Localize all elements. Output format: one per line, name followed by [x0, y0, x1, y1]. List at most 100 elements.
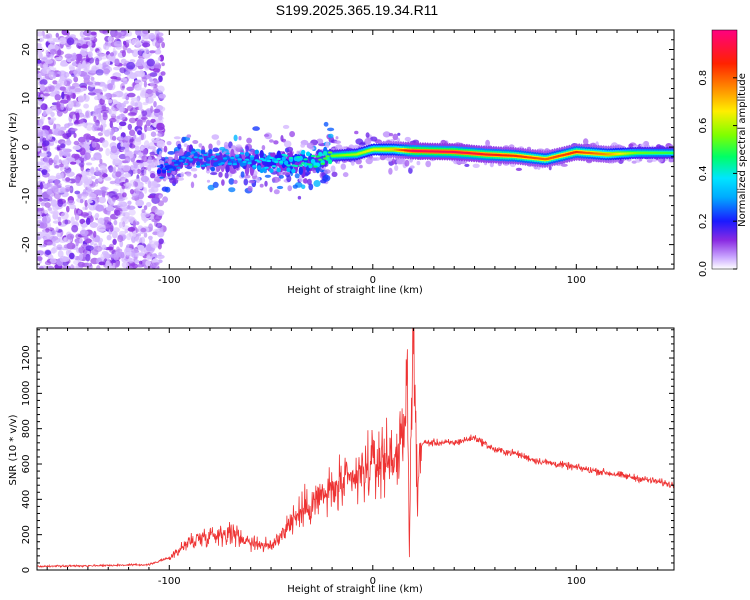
noise-blob: [122, 164, 131, 172]
chart-title: S199.2025.365.19.34.R11: [275, 2, 439, 18]
noise-blob: [48, 210, 56, 214]
noise-blob: [132, 220, 136, 228]
scatter-blob: [212, 147, 220, 153]
ridge-segment: [318, 158, 323, 161]
noise-blob: [37, 181, 40, 187]
noise-blob: [149, 262, 157, 269]
noise-blob: [77, 95, 85, 103]
noise-blob: [64, 187, 73, 191]
noise-blob: [157, 56, 161, 61]
noise-blob: [153, 108, 161, 113]
noise-blob: [37, 31, 44, 37]
scatter-blob: [287, 185, 293, 192]
scatter-blob: [354, 130, 359, 135]
noise-blob: [47, 207, 53, 212]
noise-blob: [93, 245, 103, 252]
noise-blob: [103, 43, 107, 50]
noise-blob: [111, 135, 117, 141]
noise-blob: [52, 220, 60, 224]
scatter-blob: [296, 150, 300, 155]
noise-blob: [75, 102, 81, 107]
noise-blob: [110, 145, 118, 154]
noise-blob: [156, 254, 165, 259]
y-tick-label: 10: [21, 92, 32, 105]
ridge-segment: [188, 158, 194, 161]
noise-blob: [65, 85, 70, 93]
noise-blob: [157, 131, 165, 138]
noise-blob: [60, 102, 65, 111]
noise-blob: [103, 216, 112, 223]
noise-blob: [94, 88, 103, 94]
noise-blob: [56, 144, 61, 152]
noise-blob: [79, 87, 88, 92]
noise-blob: [106, 210, 111, 216]
noise-blob: [39, 79, 48, 86]
y-tick-label: 400: [21, 490, 32, 509]
noise-blob: [77, 193, 82, 199]
ridge-segment: [235, 154, 240, 157]
ridge-segment: [264, 166, 269, 169]
noise-blob: [55, 50, 64, 56]
noise-blob: [50, 199, 58, 207]
noise-blob: [140, 173, 145, 177]
noise-blob: [132, 49, 139, 58]
noise-blob: [97, 132, 103, 137]
ridge-segment: [315, 155, 320, 158]
y-tick-label: -10: [21, 188, 32, 204]
noise-blob: [54, 179, 59, 186]
noise-blob: [101, 95, 107, 100]
noise-blob: [87, 92, 96, 96]
noise-blob: [125, 178, 129, 184]
noise-blob: [147, 195, 155, 199]
noise-blob: [118, 200, 124, 205]
scatter-blob: [218, 171, 223, 178]
ridge-segment: [159, 164, 164, 169]
noise-blob: [63, 244, 71, 249]
noise-blob: [79, 229, 89, 236]
noise-blob: [141, 209, 146, 213]
noise-blob: [46, 265, 55, 269]
noise-blob: [121, 77, 128, 81]
noise-blob: [118, 164, 124, 169]
noise-blob: [43, 183, 53, 188]
noise-blob: [124, 145, 130, 153]
colorbar-gradient: [711, 29, 738, 270]
noise-blob: [137, 130, 142, 136]
ridge-segment: [313, 165, 318, 168]
noise-blob: [37, 100, 43, 106]
noise-blob: [40, 83, 46, 91]
noise-blob: [148, 235, 153, 240]
noise-blob: [107, 246, 114, 251]
noise-blob: [125, 252, 132, 256]
scatter-blob: [219, 146, 226, 151]
ridge-segment: [178, 159, 184, 162]
ridge-segment: [327, 159, 333, 165]
ridge-segment: [318, 151, 323, 157]
noise-blob: [41, 67, 51, 74]
noise-blob: [105, 206, 115, 212]
noise-blob: [140, 227, 147, 233]
noise-blob: [72, 114, 76, 122]
noise-blob: [87, 40, 93, 48]
noise-blob: [54, 165, 60, 169]
noise-blob: [56, 244, 63, 250]
ridge-segment: [257, 160, 262, 163]
noise-blob: [105, 223, 111, 230]
noise-blob: [142, 42, 151, 48]
scatter-blob: [271, 176, 280, 183]
noise-blob: [51, 105, 56, 110]
noise-blob: [55, 83, 61, 89]
noise-blob: [83, 181, 90, 189]
y-tick-label: 600: [21, 454, 32, 473]
ridge-segment: [205, 163, 211, 166]
scatter-blob: [365, 157, 373, 165]
noise-blob: [50, 111, 55, 118]
scatter-blob: [264, 174, 271, 178]
noise-blob: [143, 168, 147, 177]
scatter-blob: [485, 139, 490, 147]
noise-blob: [126, 61, 136, 70]
scatter-blob: [341, 146, 347, 151]
scatter-blob: [207, 184, 215, 191]
noise-blob: [103, 68, 111, 75]
scatter-blob: [190, 167, 198, 172]
